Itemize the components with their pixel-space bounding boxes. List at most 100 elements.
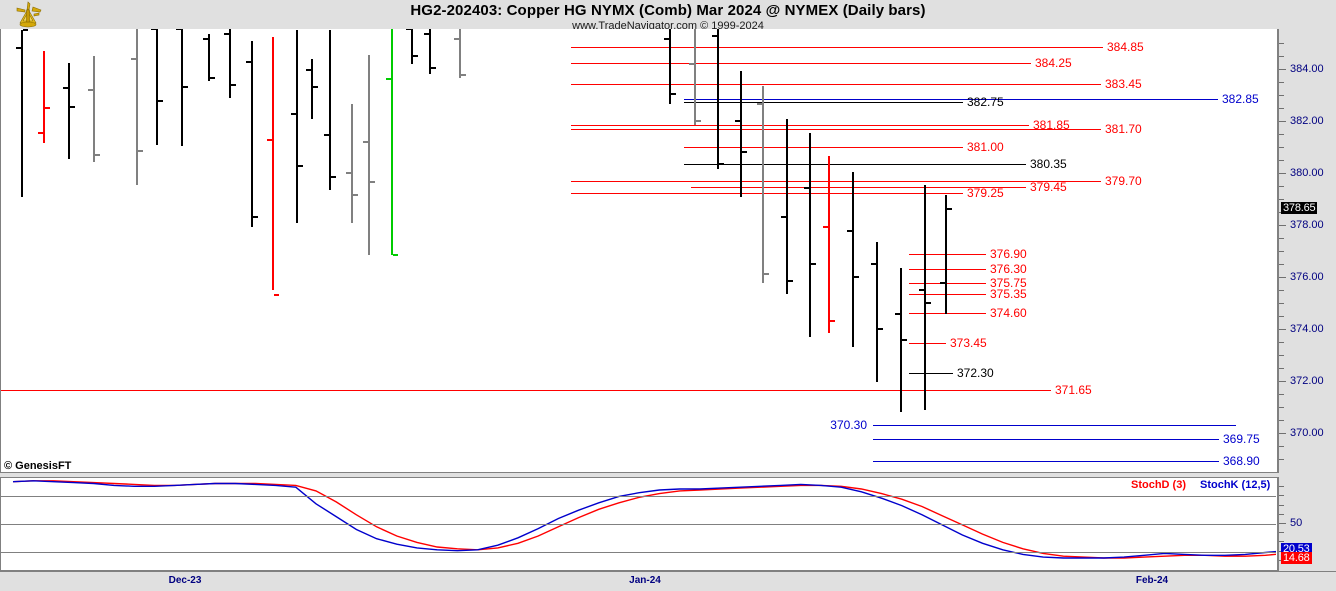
price-level-label: 374.60 bbox=[990, 306, 1027, 320]
ohlc-open-tick bbox=[454, 38, 459, 40]
ohlc-bar bbox=[694, 29, 696, 125]
price-level-line[interactable] bbox=[873, 461, 1219, 462]
ohlc-bar bbox=[411, 29, 413, 64]
ohlc-close-tick bbox=[158, 100, 163, 102]
axis-minor-tick bbox=[1279, 459, 1284, 460]
price-level-line[interactable] bbox=[909, 294, 986, 295]
price-level-line[interactable] bbox=[909, 373, 953, 374]
ohlc-open-tick bbox=[406, 29, 411, 30]
ohlc-close-tick bbox=[878, 328, 883, 330]
axis-minor-tick bbox=[1279, 394, 1284, 395]
date-axis-label: Feb-24 bbox=[1135, 575, 1169, 586]
ohlc-open-tick bbox=[781, 216, 786, 218]
axis-minor-tick bbox=[1279, 186, 1284, 187]
ohlc-close-tick bbox=[23, 29, 28, 31]
ohlc-bar bbox=[786, 119, 788, 294]
price-level-line[interactable] bbox=[684, 102, 963, 103]
price-level-label: 384.85 bbox=[1107, 40, 1144, 54]
ohlc-open-tick bbox=[88, 89, 93, 91]
legend-stochk[interactable]: StochK (12,5) bbox=[1200, 479, 1271, 491]
ohlc-bar bbox=[762, 86, 764, 283]
price-level-label: 380.35 bbox=[1030, 157, 1067, 171]
axis-minor-tick bbox=[1279, 420, 1284, 421]
price-axis-spine bbox=[1277, 29, 1279, 473]
price-level-label: 381.85 bbox=[1033, 118, 1070, 132]
price-level-line[interactable] bbox=[684, 147, 963, 148]
price-level-line[interactable] bbox=[909, 269, 986, 270]
ohlc-open-tick bbox=[224, 33, 229, 35]
ohlc-close-tick bbox=[764, 273, 769, 275]
price-level-line[interactable] bbox=[684, 164, 1026, 165]
ohlc-open-tick bbox=[203, 38, 208, 40]
axis-tick bbox=[1279, 433, 1286, 434]
price-level-line[interactable] bbox=[571, 125, 1029, 126]
price-level-label: 379.70 bbox=[1105, 174, 1142, 188]
ohlc-open-tick bbox=[63, 87, 68, 89]
price-level-line[interactable] bbox=[571, 193, 963, 194]
price-level-line[interactable] bbox=[873, 439, 1219, 440]
price-chart-panel[interactable] bbox=[0, 29, 1277, 473]
price-level-line[interactable] bbox=[909, 283, 986, 284]
ohlc-close-tick bbox=[313, 86, 318, 88]
ohlc-close-tick bbox=[696, 120, 701, 122]
ohlc-bar bbox=[296, 30, 298, 223]
price-level-label: 370.30 bbox=[830, 418, 867, 432]
date-axis-label: Dec-23 bbox=[168, 575, 202, 586]
axis-tick bbox=[1279, 329, 1286, 330]
ohlc-open-tick bbox=[664, 38, 669, 40]
axis-minor-tick bbox=[1279, 82, 1284, 83]
price-axis-label: 376.00 bbox=[1290, 271, 1324, 283]
ohlc-open-tick bbox=[386, 78, 391, 80]
price-axis-label: 382.00 bbox=[1290, 115, 1324, 127]
ohlc-bar bbox=[229, 29, 231, 98]
price-level-line[interactable] bbox=[909, 254, 986, 255]
indicator-axis-minor-tick bbox=[1279, 495, 1284, 497]
indicator-gridline bbox=[1, 524, 1276, 525]
ohlc-open-tick bbox=[712, 35, 717, 37]
price-level-label: 376.30 bbox=[990, 262, 1027, 276]
stochastic-indicator-panel[interactable] bbox=[0, 477, 1277, 571]
price-level-line[interactable] bbox=[873, 425, 1236, 426]
axis-minor-tick bbox=[1279, 43, 1284, 44]
ohlc-open-tick bbox=[16, 47, 21, 49]
ohlc-bar bbox=[251, 41, 253, 227]
price-level-line[interactable] bbox=[571, 129, 1101, 130]
price-level-line[interactable] bbox=[571, 84, 1101, 85]
price-level-line[interactable] bbox=[571, 63, 1031, 64]
ohlc-open-tick bbox=[940, 282, 945, 284]
price-level-line[interactable] bbox=[909, 343, 946, 344]
genesis-watermark: © GenesisFT bbox=[4, 460, 72, 472]
ohlc-close-tick bbox=[331, 176, 336, 178]
price-level-line[interactable] bbox=[571, 181, 1101, 182]
stochk-value-badge: 20.53 bbox=[1281, 543, 1312, 556]
ohlc-open-tick bbox=[131, 58, 136, 60]
axis-minor-tick bbox=[1279, 407, 1284, 408]
price-level-line[interactable] bbox=[909, 313, 986, 314]
ohlc-bar bbox=[945, 195, 947, 314]
price-axis-label: 374.00 bbox=[1290, 323, 1324, 335]
ohlc-close-tick bbox=[353, 194, 358, 196]
price-level-line[interactable] bbox=[571, 47, 1103, 48]
price-level-label: 375.35 bbox=[990, 287, 1027, 301]
price-axis-label: 370.00 bbox=[1290, 427, 1324, 439]
legend-stochd[interactable]: StochD (3) bbox=[1131, 479, 1186, 491]
price-level-line[interactable] bbox=[1, 390, 1051, 391]
price-level-line[interactable] bbox=[691, 187, 1026, 188]
ohlc-close-tick bbox=[431, 67, 436, 69]
price-level-label: 379.45 bbox=[1030, 180, 1067, 194]
price-level-label: 382.85 bbox=[1222, 92, 1259, 106]
indicator-axis-tick bbox=[1279, 523, 1286, 524]
ohlc-bar bbox=[272, 37, 274, 290]
price-level-line[interactable] bbox=[684, 99, 1218, 100]
ohlc-bar bbox=[740, 71, 742, 197]
ohlc-close-tick bbox=[70, 106, 75, 108]
ohlc-close-tick bbox=[742, 151, 747, 153]
indicator-axis-spine bbox=[1277, 477, 1279, 571]
last-price-badge: 378.65 bbox=[1281, 202, 1318, 214]
indicator-axis-minor-tick bbox=[1279, 486, 1284, 488]
price-level-label: 379.25 bbox=[967, 186, 1004, 200]
axis-minor-tick bbox=[1279, 355, 1284, 356]
indicator-axis-minor-tick bbox=[1279, 513, 1284, 515]
price-axis-gutter bbox=[1277, 29, 1336, 571]
ohlc-bar bbox=[21, 30, 23, 197]
